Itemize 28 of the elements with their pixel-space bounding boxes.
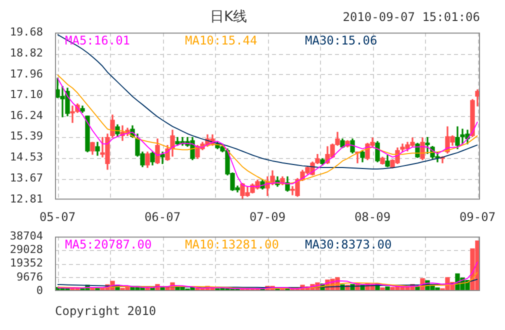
y-tick-label: 19.68 — [10, 25, 43, 38]
y-tick-label: 9676 — [16, 270, 43, 284]
x-tick-label: 05-07 — [39, 210, 76, 224]
y-tick-label: 0 — [36, 284, 43, 297]
y-tick-label: 15.39 — [10, 130, 43, 143]
text: MA5:16.01 — [65, 34, 130, 48]
y-tick-label: 16.24 — [10, 109, 44, 122]
y-tick-label: 18.82 — [10, 46, 43, 60]
x-tick-label: 08-09 — [354, 210, 391, 224]
y-tick-label: 17.96 — [10, 67, 43, 80]
y-tick-label: 14.53 — [10, 150, 43, 164]
text: MA10:15.44 — [185, 34, 258, 48]
text: MA5:20787.00 — [65, 238, 152, 252]
x-tick-label: 06-07 — [144, 210, 181, 224]
text: MA10:13281.00 — [185, 238, 279, 252]
text: Copyright 2010 — [55, 304, 156, 318]
x-tick-label: 07-09 — [249, 210, 286, 224]
text: MA30:15.06 — [305, 34, 378, 48]
y-tick-label: 12.81 — [10, 192, 43, 206]
x-tick-label: 09-07 — [459, 210, 496, 224]
y-tick-label: 29028 — [10, 243, 43, 256]
y-tick-label: 19352 — [10, 256, 43, 270]
text: MA30:8373.00 — [305, 238, 392, 252]
chart-title: 日K线 — [210, 8, 248, 26]
y-tick-label: 13.67 — [10, 172, 43, 185]
y-tick-label: 17.10 — [10, 88, 43, 102]
chart-subtitle: 2010-09-07 15:01:06 — [342, 10, 480, 24]
y-tick-label: 38704 — [10, 229, 44, 242]
